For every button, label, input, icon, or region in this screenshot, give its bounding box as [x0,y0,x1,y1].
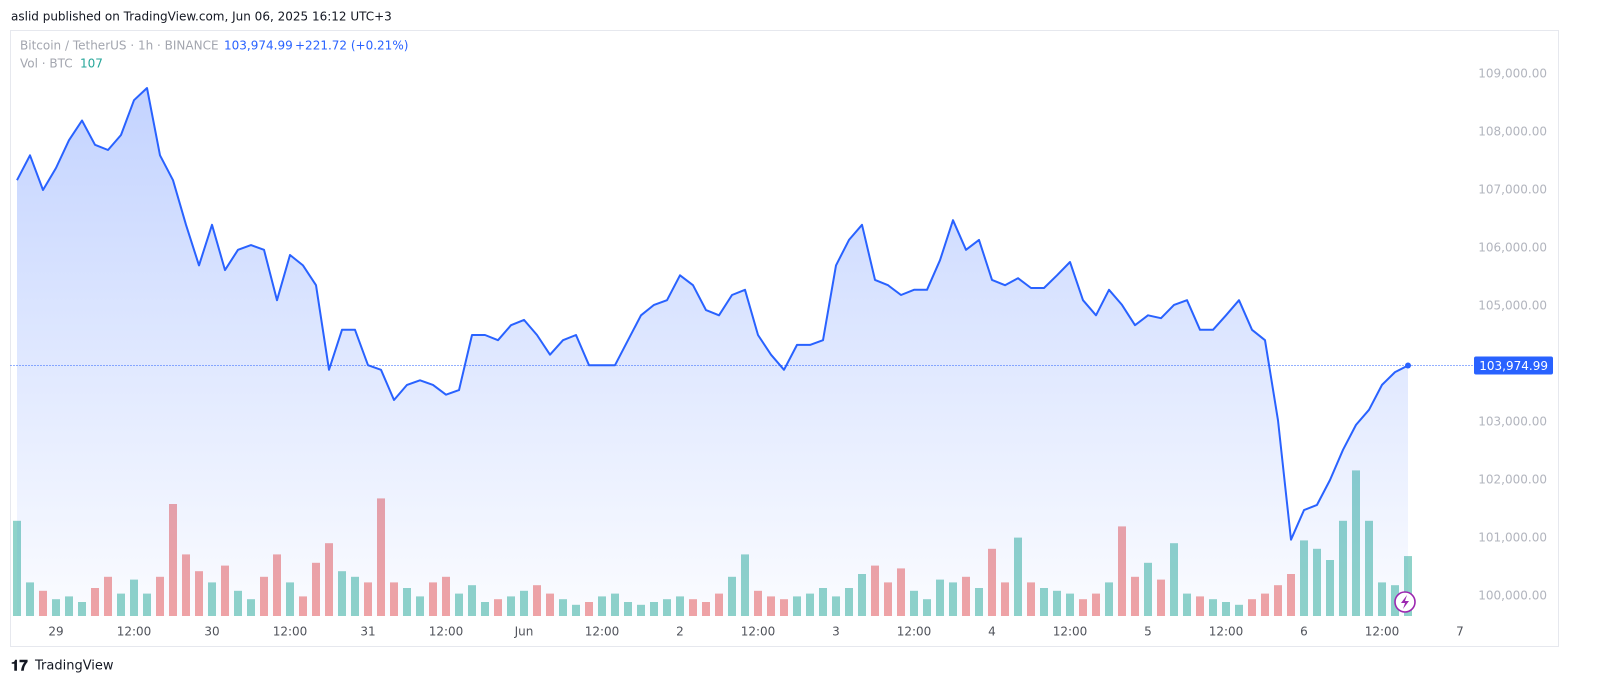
x-tick-label: 3 [832,625,840,639]
y-tick-label: 105,000.00 [1478,299,1547,313]
chart-frame [10,30,1559,647]
y-tick-label: 109,000.00 [1478,67,1547,81]
price-layer [16,87,1411,616]
y-tick-label: 101,000.00 [1478,530,1547,544]
header-price: 103,974.99 [224,39,293,53]
y-tick-label: 107,000.00 [1478,183,1547,197]
y-tick-label: 102,000.00 [1478,472,1547,486]
x-tick-label: 2 [676,625,684,639]
y-tick-label: 108,000.00 [1478,125,1547,139]
x-tick-label: 4 [988,625,996,639]
x-tick-label: 12:00 [897,625,932,639]
symbol-label: Bitcoin / TetherUS · 1h · BINANCE [20,39,219,53]
y-tick-label: 103,000.00 [1478,415,1547,429]
x-tick-label: 12:00 [429,625,464,639]
published-note: aslid published on TradingView.com, Jun … [11,10,392,24]
price-area [17,88,1408,616]
x-tick-label: 12:00 [117,625,152,639]
x-tick-label: 12:00 [1209,625,1244,639]
last-price-label: 103,974.99 [1479,359,1548,373]
brand-logo: 𝟏𝟕 [11,657,28,675]
x-tick-label: Jun [514,625,534,639]
y-tick-label: 100,000.00 [1478,588,1547,602]
price-line [16,87,1409,541]
x-tick-label: 12:00 [273,625,308,639]
x-tick-label: 12:00 [741,625,776,639]
last-price-box [1474,356,1553,375]
x-tick-label: 29 [48,625,63,639]
x-tick-label: 12:00 [1365,625,1400,639]
x-tick-label: 31 [360,625,375,639]
last-point [1405,362,1411,369]
x-tick-label: 6 [1300,625,1308,639]
replay-icon[interactable] [1394,591,1416,613]
x-tick-label: 12:00 [1053,625,1088,639]
volume-last: 107 [80,57,103,71]
brand-name: TradingView [34,659,114,674]
x-tick-label: 7 [1456,625,1464,639]
y-tick-label: 106,000.00 [1478,241,1547,255]
volume-label: Vol · BTC [20,57,73,71]
header-change: +221.72 (+0.21%) [295,39,408,53]
x-tick-label: 30 [204,625,219,639]
x-tick-label: 12:00 [585,625,620,639]
x-tick-label: 5 [1144,625,1152,639]
